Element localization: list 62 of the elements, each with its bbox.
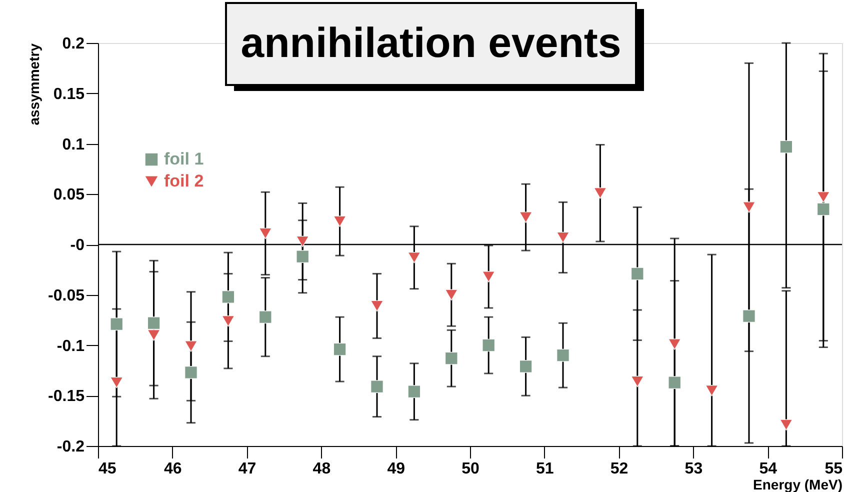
point	[705, 384, 718, 396]
point	[408, 252, 421, 264]
y-tick-label: -0	[70, 237, 85, 254]
x-tick-label: 49	[387, 460, 406, 478]
x-tick-label: 50	[462, 460, 480, 478]
point	[444, 352, 458, 365]
chart-title: annihilation events	[240, 19, 622, 66]
point	[816, 202, 830, 216]
y-tick-label: -0.15	[48, 388, 85, 406]
point	[816, 192, 830, 203]
point	[742, 202, 756, 213]
legend-label: foil 1	[164, 150, 204, 168]
y-axis-title: assymmetry	[26, 43, 42, 126]
point	[222, 290, 235, 304]
y-tick-label: 0.15	[53, 86, 85, 103]
point	[668, 376, 682, 389]
point	[110, 376, 124, 388]
point	[333, 216, 346, 227]
point	[370, 380, 384, 393]
point	[556, 232, 570, 244]
point	[519, 212, 532, 223]
point	[594, 188, 607, 199]
point	[110, 318, 124, 331]
point	[258, 310, 272, 324]
point	[630, 376, 644, 388]
y-tick-label: 0.2	[62, 36, 85, 52]
x-tick-label: 47	[238, 460, 256, 478]
y-tick-label: -0.05	[48, 287, 85, 304]
x-tick-label: 45	[98, 460, 116, 478]
point	[296, 236, 310, 248]
point	[780, 419, 793, 430]
point	[444, 289, 458, 300]
point	[258, 228, 272, 240]
point	[482, 271, 496, 282]
point	[370, 300, 384, 312]
y-tick-label: -0.2	[56, 438, 85, 456]
point	[742, 310, 756, 322]
x-tick-label: 55	[824, 460, 843, 478]
point	[408, 385, 421, 398]
point	[222, 315, 235, 327]
point	[296, 250, 310, 264]
legend-label: foil 2	[164, 172, 204, 190]
point	[184, 366, 198, 379]
point	[630, 267, 644, 280]
y-tick-label: 0.05	[53, 186, 85, 204]
x-tick-label: 48	[312, 460, 331, 478]
point	[668, 338, 682, 350]
point	[482, 338, 496, 352]
x-tick-label: 54	[759, 460, 778, 478]
point	[147, 330, 160, 341]
point	[184, 340, 198, 352]
y-tick-label: -0.1	[56, 338, 85, 355]
point	[333, 342, 346, 356]
x-tick-label: 52	[610, 460, 628, 478]
x-tick-label: 51	[536, 460, 554, 478]
x-tick-label: 53	[684, 460, 703, 478]
y-tick-label: 0.1	[62, 136, 85, 154]
point	[519, 360, 532, 373]
point	[147, 316, 160, 330]
point	[780, 140, 793, 154]
point	[556, 348, 570, 362]
x-tick-label: 46	[164, 460, 182, 478]
